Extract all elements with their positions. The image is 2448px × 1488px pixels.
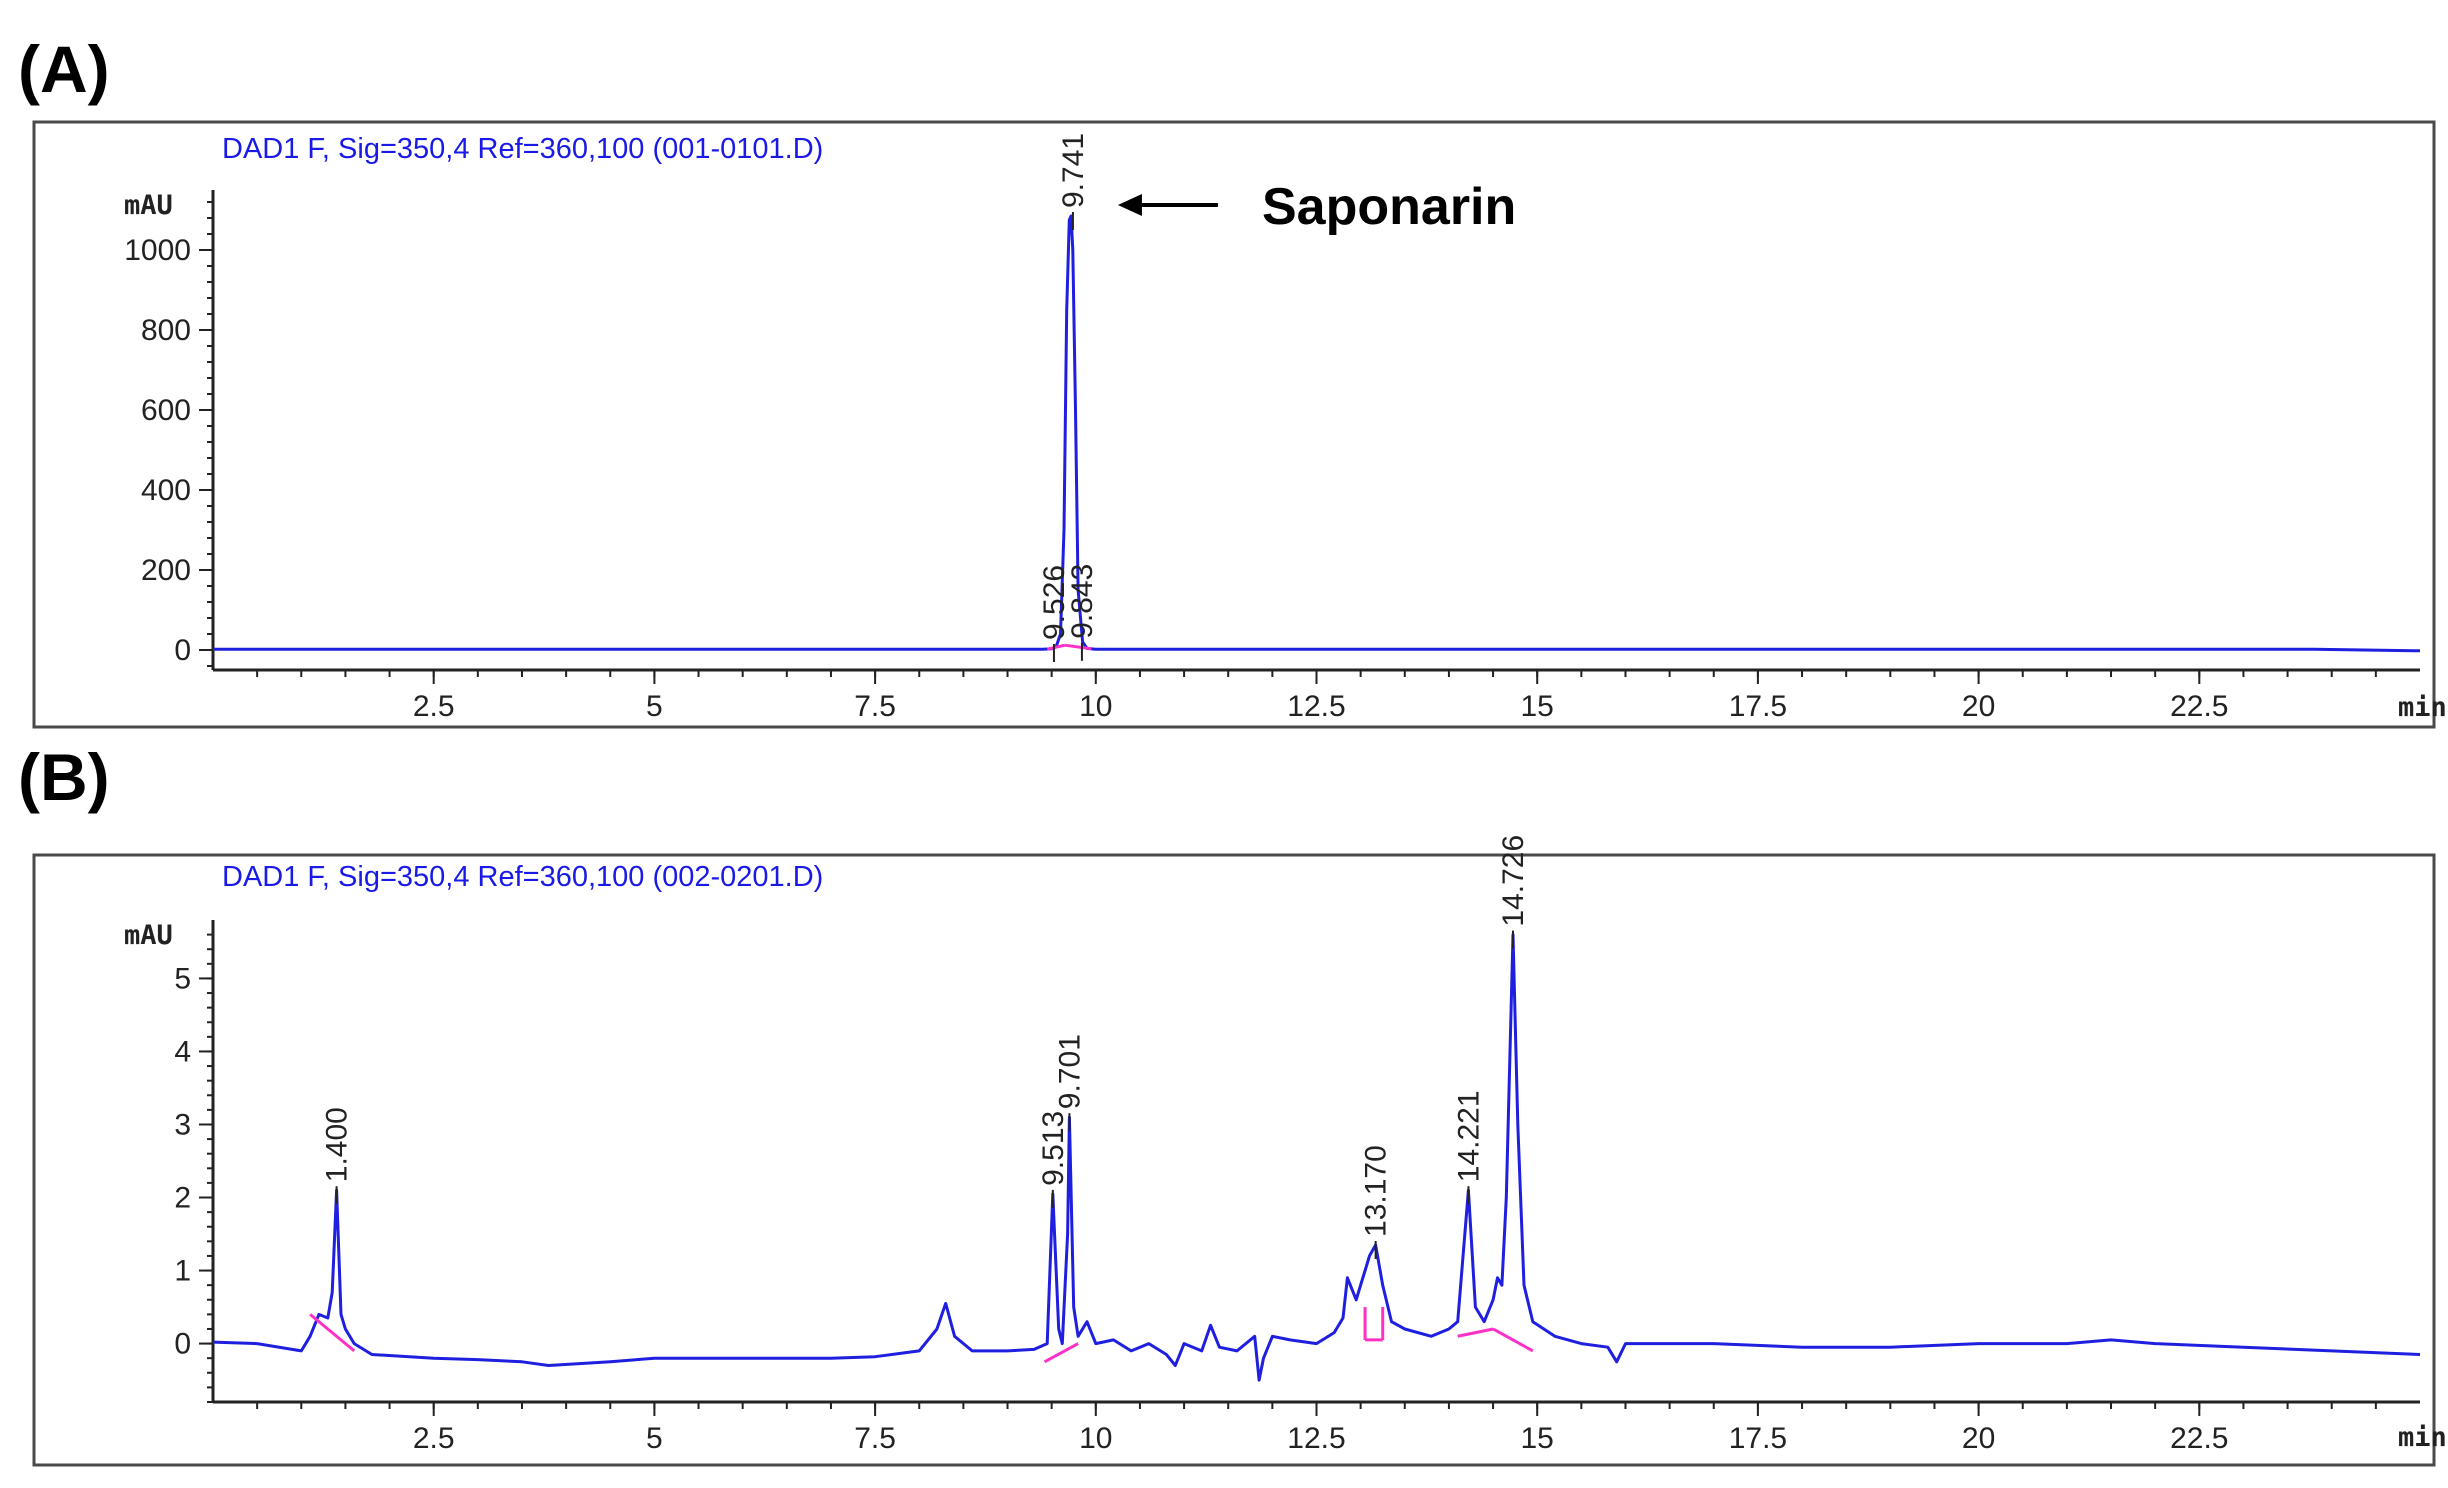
panel-a: (A) DAD1 F, Sig=350,4 Ref=360,100 (001-0… (18, 32, 2447, 729)
panel-a-baseline-segment (1046, 643, 1066, 651)
panel-b-x-tick-label: 10 (1079, 1422, 1112, 1455)
panel-a-x-tick-label: 2.5 (413, 690, 455, 723)
panel-b-peak-label: 9.701 (1053, 1034, 1086, 1109)
panel-b-y-tick-label: 3 (174, 1108, 191, 1141)
panel-a-x-tick-label: 22.5 (2170, 690, 2228, 723)
panel-a-x-tick-label: 17.5 (1729, 690, 1787, 723)
panel-a-y-unit: mAU (124, 190, 173, 221)
panel-a-peak-label: 9.843 (1066, 564, 1099, 639)
panel-b-frame (32, 853, 2436, 1467)
panel-a-x-tick-label: 20 (1962, 690, 1995, 723)
panel-b-baseline-segment (1492, 1327, 1534, 1353)
panel-b-x-tick-label: 22.5 (2170, 1422, 2228, 1455)
panel-a-caption: DAD1 F, Sig=350,4 Ref=360,100 (001-0101.… (222, 133, 823, 165)
panel-a-plot: 0 200 400 600 800 1000 2.5 5 7.5 10 12.5 15 17.5 20 22… (124, 133, 2421, 723)
saponarin-annotation: Saponarin (1262, 178, 1516, 236)
panel-a-y-tick-label: 0 (174, 634, 191, 667)
panel-b-x-tick-label: 5 (646, 1422, 663, 1455)
panel-b-x-tick-label: 2.5 (413, 1422, 455, 1455)
panel-a-peak-label: 9.526 (1038, 565, 1071, 640)
panel-a-x-tick-label: 10 (1079, 690, 1112, 723)
panel-b-y-tick-label: 0 (174, 1328, 191, 1361)
panel-b-x-unit: min (2398, 1422, 2447, 1453)
panel-b-trace (212, 933, 2421, 1382)
panel-a-y-tick-label: 1000 (124, 234, 191, 267)
panel-b-x-tick-label: 17.5 (1729, 1422, 1787, 1455)
panel-b-peak-label: 13.170 (1360, 1145, 1393, 1237)
panel-b-baseline-segment (1457, 1327, 1494, 1338)
panel-a-y-tick-label: 400 (141, 474, 191, 507)
panel-b-label: (B) (18, 740, 110, 814)
panel-b-caption: DAD1 F, Sig=350,4 Ref=360,100 (002-0201.… (222, 861, 823, 893)
panel-b-y-tick-label: 4 (174, 1035, 191, 1068)
panel-a-peak-label: 9.741 (1057, 133, 1090, 208)
saponarin-arrow-head (1117, 194, 1142, 216)
panel-a-y-tick-label: 800 (141, 314, 191, 347)
panel-b-x-tick-label: 15 (1521, 1422, 1554, 1455)
panel-b-x-tick-label: 7.5 (854, 1422, 896, 1455)
panel-a-x-tick-label: 15 (1521, 690, 1554, 723)
panel-b-y-tick-label: 2 (174, 1182, 191, 1215)
panel-b-peak-label: 1.400 (321, 1107, 354, 1182)
panel-b-y-tick-label: 5 (174, 962, 191, 995)
panel-a-y-tick-label: 600 (141, 394, 191, 427)
panel-a-y-tick-label: 200 (141, 554, 191, 587)
panel-b-plot: 0 1 2 3 4 5 2.5 5 7.5 10 12.5 15 17.5 20 22.5 1.400 9.51… (174, 835, 2421, 1455)
panel-b-peak-label: 14.726 (1497, 835, 1530, 927)
panel-b-baseline-segment (1043, 1342, 1079, 1364)
panel-b-y-unit: mAU (124, 920, 173, 951)
panel-a-baseline-segment (1064, 643, 1092, 651)
panel-a-trace (213, 214, 2421, 653)
panel-b-x-tick-label: 12.5 (1287, 1422, 1345, 1455)
panel-b-x-tick-label: 20 (1962, 1422, 1995, 1455)
panel-b-baseline-segment (309, 1313, 356, 1353)
panel-a-x-tick-label: 12.5 (1287, 690, 1345, 723)
panel-a-x-tick-label: 7.5 (854, 690, 896, 723)
panel-a-x-tick-label: 5 (646, 690, 663, 723)
panel-a-label: (A) (18, 32, 110, 106)
panel-b-peak-label: 14.221 (1452, 1090, 1485, 1182)
panel-b: (B) DAD1 F, Sig=350,4 Ref=360,100 (002-0… (18, 740, 2447, 1467)
panel-b-y-tick-label: 1 (174, 1255, 191, 1288)
panel-a-x-unit: min (2398, 692, 2447, 723)
panel-a-frame (32, 120, 2436, 729)
panel-b-peak-label: 9.513 (1037, 1111, 1070, 1186)
